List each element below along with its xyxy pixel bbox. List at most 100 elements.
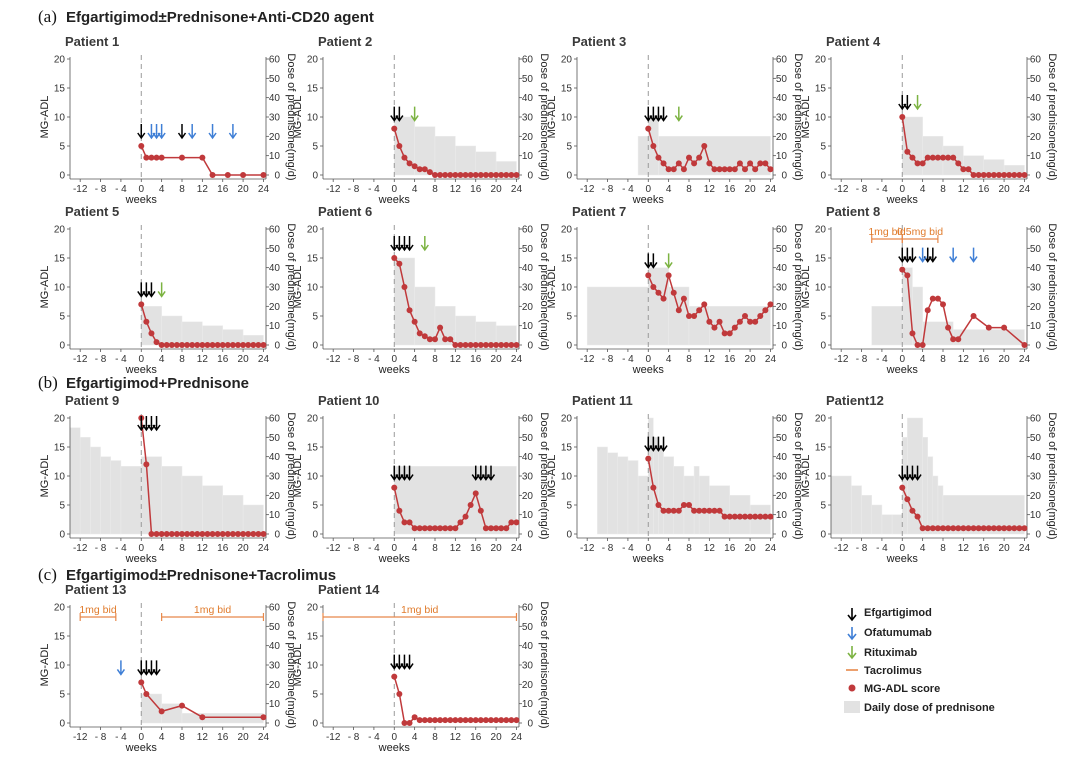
mgadl-point [432, 172, 438, 178]
y-tick-label: 5 [566, 142, 572, 153]
y-tick-label: 5 [312, 312, 318, 323]
y2-tick-label: 50 [776, 74, 788, 85]
x-tick-label: 4 [920, 184, 926, 195]
ofatumumab-arrow-icon [847, 627, 857, 641]
mgadl-point [924, 154, 931, 161]
x-tick-label: 24 [511, 732, 523, 743]
mgadl-point [909, 507, 916, 514]
y2-tick-label: 30 [1030, 113, 1042, 124]
prednisone-bars [394, 257, 517, 346]
mgadl-point [950, 336, 957, 343]
mgadl-dot-icon [848, 684, 856, 692]
mgadl-point [762, 513, 769, 520]
y2-tick-label: 50 [269, 622, 281, 633]
x-tick-label: 4 [412, 354, 418, 365]
mgadl-point [138, 143, 145, 149]
mgadl-point [924, 307, 931, 314]
mgadl-point [965, 525, 972, 532]
mgadl-point [240, 531, 247, 537]
efgartigimod-arrow [390, 654, 399, 670]
prednisone-bar [242, 504, 264, 535]
mgadl-point [721, 166, 728, 173]
y2-tick-label: 0 [781, 530, 787, 541]
y2-tick-label: 10 [269, 510, 281, 521]
y-tick-label: 15 [307, 443, 319, 454]
rituximab-arrow [913, 95, 922, 111]
panel-title: Patient 8 [826, 204, 880, 219]
x-tick-label: 0 [899, 184, 905, 195]
x-tick-label: -12 [834, 543, 849, 554]
mgadl-point [493, 342, 500, 348]
mgadl-point [391, 673, 398, 680]
x-tick-label: 4 [159, 354, 165, 365]
x-tick-label: 16 [724, 184, 736, 195]
y2-axis-label: Dose of prednisone(mg/d) [792, 412, 804, 539]
x-tick-label: 16 [978, 543, 990, 554]
prednisone-bar [222, 495, 244, 535]
x-tick-label: 12 [197, 543, 209, 554]
x-tick-label: 8 [940, 184, 946, 195]
mgadl-point [701, 301, 708, 308]
y-tick-label: 15 [815, 84, 827, 95]
prednisone-swatch-icon [844, 701, 860, 713]
prednisone-bar [434, 136, 456, 176]
y2-axis-label: Dose of prednisone(mg/d) [538, 223, 550, 350]
x-tick-label: 12 [197, 354, 209, 365]
y-axis-label: MG-ADL [292, 644, 304, 687]
x-tick-label: 20 [491, 543, 503, 554]
mgadl-point [224, 531, 231, 537]
mgadl-point [670, 507, 677, 514]
efgartigimod-arrow [137, 660, 146, 676]
mgadl-point [406, 519, 413, 526]
mgadl-point [396, 507, 403, 514]
prednisone-bar [698, 475, 710, 535]
mgadl-point [488, 172, 494, 178]
mgadl-point [711, 324, 718, 331]
y-axis-label: MG-ADL [292, 455, 304, 498]
legend: Efgartigimod Ofatumumab Rituximab Tacrol… [844, 607, 995, 714]
mgadl-point [686, 313, 692, 319]
mgadl-point [250, 531, 257, 537]
mgadl-point [488, 717, 494, 724]
mgadl-point [716, 166, 723, 173]
x-tick-label: 16 [724, 354, 736, 365]
x-tick-label: 4 [412, 184, 418, 195]
y-tick-label: 0 [312, 341, 318, 352]
y2-tick-label: 30 [776, 472, 788, 483]
y-tick-label: 5 [820, 142, 826, 153]
panel-title: Patient 7 [572, 204, 626, 219]
y-axis-label: MG-ADL [546, 266, 558, 309]
mgadl-point [675, 160, 682, 167]
y-tick-label: 0 [820, 171, 826, 182]
y2-tick-label: 0 [527, 341, 533, 352]
mgadl-point [148, 330, 155, 337]
mgadl-point [421, 717, 428, 724]
mgadl-point [1001, 525, 1008, 532]
section-letter: (a) [38, 7, 57, 26]
mgadl-point [452, 717, 459, 724]
y-tick-label: 10 [54, 113, 66, 124]
mgadl-point [767, 301, 774, 308]
prednisone-bar [475, 321, 497, 346]
mgadl-point [416, 717, 423, 724]
x-tick-label: 20 [745, 354, 757, 365]
mgadl-point [194, 531, 201, 537]
mgadl-point [158, 154, 165, 161]
mgadl-point [980, 525, 987, 532]
mgadl-point [899, 266, 906, 273]
mgadl-point [401, 720, 408, 726]
mgadl-point [950, 525, 957, 532]
patient-panel-6: Patient 6 0 5 10 15 20 0 10 20 30 40 50 60 -12 - 8 - 4 0… [292, 204, 550, 376]
prednisone-bar [871, 306, 903, 346]
panel-title: Patient12 [826, 393, 884, 408]
ofatumumab-arrow [188, 124, 197, 140]
y2-axis-label: Dose of prednisone(mg/d) [792, 223, 804, 350]
mgadl-point [401, 519, 408, 526]
y2-tick-label: 30 [522, 113, 534, 124]
mgadl-point [452, 342, 459, 348]
x-axis-label: weeks [378, 553, 411, 565]
x-tick-label: 20 [238, 354, 250, 365]
section-title: Efgartigimod±Prednisone+Tacrolimus [66, 567, 336, 584]
mgadl-point [219, 531, 226, 537]
